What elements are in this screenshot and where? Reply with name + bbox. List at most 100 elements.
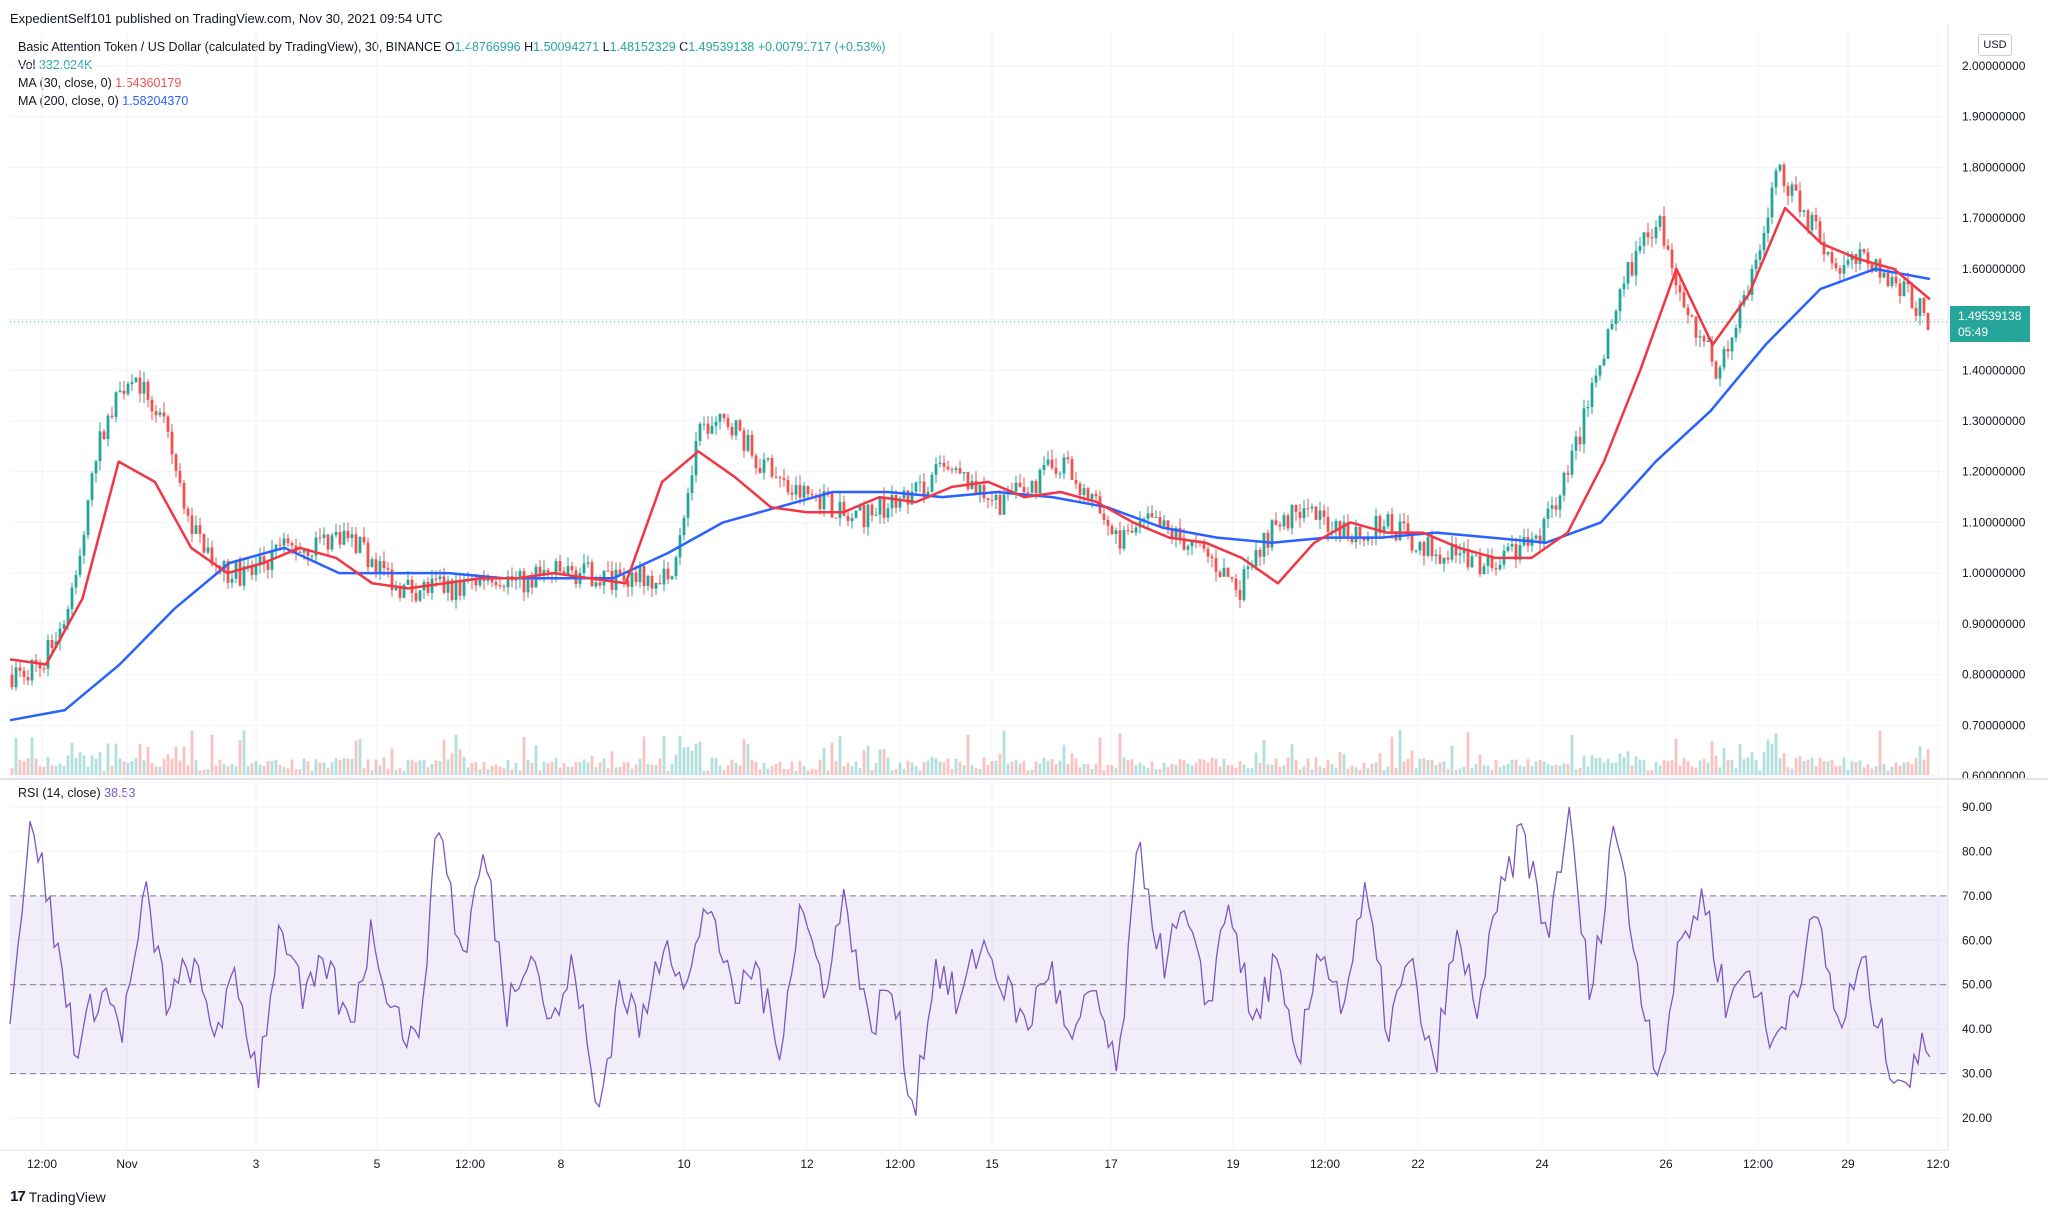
candle-body bbox=[1658, 216, 1662, 227]
volume-bar bbox=[1786, 767, 1790, 775]
candle-body bbox=[298, 551, 302, 553]
candle-body bbox=[1406, 523, 1410, 535]
volume-bar bbox=[238, 739, 242, 775]
time-tick-label: 17 bbox=[1104, 1157, 1118, 1171]
candle-body bbox=[1218, 571, 1222, 577]
candle-body bbox=[1102, 513, 1106, 520]
volume-bar bbox=[762, 762, 766, 775]
candles bbox=[10, 162, 1930, 691]
volume-bar bbox=[1850, 760, 1854, 775]
ma30-legend: MA (30, close, 0) 1.54360179 bbox=[18, 76, 181, 90]
candle-body bbox=[1162, 520, 1166, 527]
volume-bar bbox=[726, 765, 730, 775]
volume-bar bbox=[1314, 757, 1318, 775]
candle-body bbox=[1118, 530, 1122, 549]
candle-body bbox=[754, 455, 758, 469]
candle-body bbox=[742, 430, 746, 451]
volume-bar bbox=[1214, 758, 1218, 775]
volume-bar bbox=[1006, 763, 1010, 775]
candle-body bbox=[250, 565, 254, 576]
volume-bar bbox=[182, 746, 186, 775]
volume-bar bbox=[534, 745, 538, 775]
volume-bar bbox=[722, 769, 726, 775]
time-tick-label: 15 bbox=[985, 1157, 999, 1171]
volume-bar bbox=[578, 762, 582, 775]
candle-body bbox=[1078, 483, 1082, 495]
candle-body bbox=[1114, 530, 1118, 534]
volume-bar bbox=[1178, 759, 1182, 775]
candle-body bbox=[1814, 215, 1818, 222]
volume-bar bbox=[1146, 767, 1150, 775]
volume-bar bbox=[1430, 760, 1434, 775]
volume-bar bbox=[1582, 755, 1586, 775]
candle-body bbox=[522, 571, 526, 593]
candle-body bbox=[318, 537, 322, 539]
candle-body bbox=[1258, 549, 1262, 557]
candle-body bbox=[1670, 249, 1674, 268]
candle-body bbox=[974, 480, 978, 494]
volume-bar bbox=[686, 746, 690, 775]
candle-body bbox=[658, 582, 662, 585]
candle-body bbox=[1070, 459, 1074, 480]
candle-body bbox=[1770, 187, 1774, 218]
volume-bar bbox=[858, 767, 862, 775]
volume-bar bbox=[1238, 761, 1242, 775]
candle-body bbox=[1586, 406, 1590, 409]
candle-body bbox=[582, 563, 586, 574]
volume-bar bbox=[1686, 761, 1690, 775]
candle-body bbox=[1642, 232, 1646, 246]
candle-body bbox=[186, 508, 190, 516]
volume-bar bbox=[998, 753, 1002, 775]
volume-bar bbox=[122, 761, 126, 775]
candle-body bbox=[406, 579, 410, 585]
volume-bar bbox=[678, 735, 682, 775]
volume-bar bbox=[1298, 769, 1302, 775]
volume-bar bbox=[1650, 769, 1654, 775]
volume-bar bbox=[478, 769, 482, 775]
currency-button[interactable]: USD bbox=[1978, 34, 2012, 56]
grid-lines bbox=[10, 30, 1948, 1148]
candle-body bbox=[1362, 538, 1366, 541]
volume-bar bbox=[1138, 762, 1142, 775]
volume-bar bbox=[1470, 767, 1474, 775]
candle-body bbox=[790, 492, 794, 495]
candle-body bbox=[766, 458, 770, 460]
volume-bar bbox=[730, 759, 734, 775]
candle-body bbox=[870, 504, 874, 516]
candle-body bbox=[850, 517, 854, 522]
candle-body bbox=[1706, 340, 1710, 342]
candle-body bbox=[1902, 281, 1906, 297]
volume-bar bbox=[1662, 760, 1666, 775]
volume-bar bbox=[186, 764, 190, 775]
volume-bar bbox=[138, 743, 142, 775]
volume-bar bbox=[1442, 761, 1446, 775]
candle-body bbox=[1726, 348, 1730, 352]
candle-body bbox=[1734, 328, 1738, 338]
volume-bar bbox=[1538, 759, 1542, 775]
price-tick-label: 1.10000000 bbox=[1962, 515, 2026, 529]
volume-bar bbox=[1722, 748, 1726, 775]
candle-body bbox=[1898, 283, 1902, 297]
candle-body bbox=[418, 590, 422, 601]
candle-body bbox=[594, 582, 598, 587]
candle-body bbox=[834, 517, 838, 519]
candle-body bbox=[570, 566, 574, 571]
volume-bar bbox=[470, 763, 474, 775]
candle-body bbox=[446, 580, 450, 593]
volume-bar bbox=[610, 751, 614, 775]
candle-body bbox=[966, 471, 970, 490]
volume-bar bbox=[378, 765, 382, 775]
candle-body bbox=[1274, 520, 1278, 525]
candle-body bbox=[858, 505, 862, 511]
candle-body bbox=[338, 531, 342, 545]
last-price-tag: 1.49539138 05:49 bbox=[1950, 305, 2030, 342]
volume-bar bbox=[1018, 763, 1022, 775]
candle-body bbox=[778, 477, 782, 479]
candle-body bbox=[1806, 210, 1810, 231]
volume-bar bbox=[542, 761, 546, 775]
candle-body bbox=[714, 421, 718, 426]
candle-body bbox=[1818, 221, 1822, 242]
volume-bar bbox=[62, 765, 66, 775]
rsi-tick-label: 20.00 bbox=[1962, 1111, 1992, 1125]
